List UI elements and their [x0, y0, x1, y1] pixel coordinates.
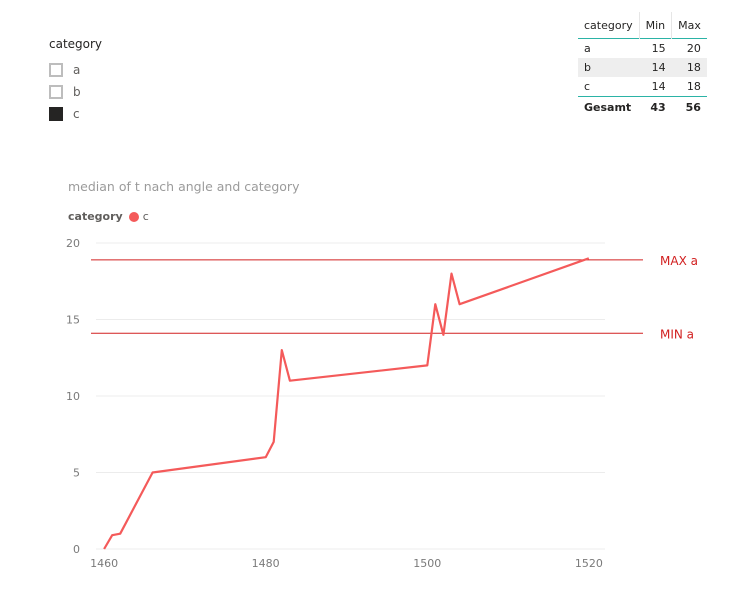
- reference-line-label: MAX a: [660, 254, 698, 268]
- checkbox-a[interactable]: [49, 63, 63, 77]
- legend-label-c[interactable]: c: [142, 210, 149, 223]
- column-header-min[interactable]: Min: [638, 12, 672, 39]
- total-max: 56: [685, 101, 701, 114]
- table-row: c 14 18: [578, 77, 707, 97]
- column-header-max[interactable]: Max: [671, 12, 707, 39]
- checkbox-c[interactable]: [49, 107, 63, 121]
- cell-max: 20: [686, 42, 701, 55]
- slicer-item-label: c: [73, 107, 80, 121]
- series-line-c: [103, 257, 590, 550]
- slicer-item-b[interactable]: b: [49, 81, 102, 103]
- min-max-table: category Min Max a 15 20 b 14 18 c 14 18…: [578, 12, 707, 117]
- cell-category: c: [584, 80, 591, 93]
- x-tick-label: 1500: [413, 557, 441, 570]
- reference-line-label: MIN a: [660, 327, 694, 341]
- slicer-item-a[interactable]: a: [49, 59, 102, 81]
- x-tick-label: 1520: [575, 557, 603, 570]
- table-row: b 14 18: [578, 58, 707, 77]
- y-tick-label: 10: [66, 390, 80, 403]
- cell-max: 18: [686, 61, 701, 74]
- x-tick-label: 1480: [252, 557, 280, 570]
- total-label: Gesamt: [584, 101, 632, 114]
- x-tick-label: 1460: [90, 557, 118, 570]
- chart-title: median of t nach angle and category: [68, 179, 300, 194]
- cell-max: 18: [686, 80, 701, 93]
- total-min: 43: [650, 101, 666, 114]
- y-tick-label: 20: [66, 237, 80, 250]
- column-header-category[interactable]: category: [584, 18, 633, 32]
- slicer-item-label: b: [73, 85, 81, 99]
- cell-min: 14: [651, 61, 666, 74]
- slicer-title: category: [49, 37, 103, 51]
- legend-title: category: [68, 210, 123, 223]
- y-tick-label: 5: [73, 467, 80, 480]
- cell-category: b: [584, 61, 591, 74]
- table-row: a 15 20: [578, 39, 707, 59]
- cell-min: 14: [651, 80, 666, 93]
- legend-marker-c[interactable]: [128, 211, 139, 222]
- table-header-row: category Min Max: [578, 12, 707, 39]
- cell-min: 15: [651, 42, 666, 55]
- cell-category: a: [584, 42, 591, 55]
- slicer-item-c[interactable]: c: [49, 103, 102, 125]
- chart-legend: category c: [68, 210, 149, 223]
- checkbox-b[interactable]: [49, 85, 63, 99]
- y-tick-label: 0: [73, 543, 80, 556]
- category-slicer: category a b c: [49, 37, 102, 125]
- y-tick-label: 15: [66, 314, 80, 327]
- table-total-row: Gesamt 43 56: [578, 96, 707, 118]
- slicer-item-label: a: [73, 63, 81, 77]
